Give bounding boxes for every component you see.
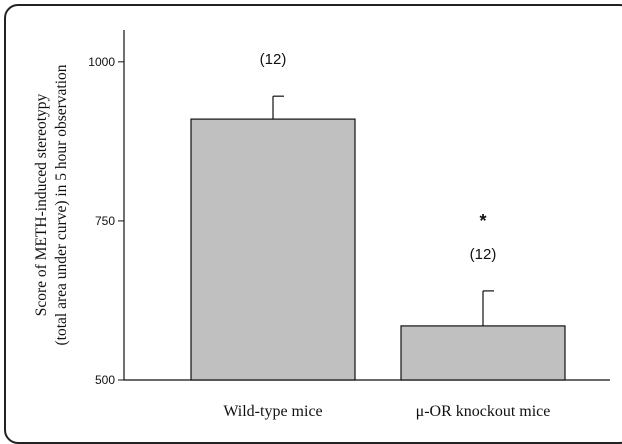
y-axis-label-line-2: (total area under curve) in 5 hour obser… <box>53 64 70 345</box>
category-label: Wild-type mice <box>223 403 322 420</box>
y-tick-label: 1000 <box>88 55 115 69</box>
bar-chart: 500 750 1000 Wild-type mice μ-OR knockout m… <box>33 30 610 420</box>
y-ticks: 500 750 1000 <box>88 55 124 387</box>
bar <box>190 118 356 381</box>
annotations: (12) (12) * <box>260 51 497 263</box>
y-axis-label-line-1: Score of METH-induced stereotypy <box>33 93 50 316</box>
bar <box>400 325 566 381</box>
category-label: μ-OR knockout mice <box>416 403 551 420</box>
y-tick-label: 500 <box>95 373 115 387</box>
sample-size-label: (12) <box>470 246 497 263</box>
y-tick-label: 750 <box>95 214 115 228</box>
significance-marker: * <box>479 211 486 231</box>
sample-size-label: (12) <box>260 51 287 68</box>
category-labels: Wild-type mice μ-OR knockout mice <box>223 403 550 420</box>
bars <box>190 95 566 381</box>
